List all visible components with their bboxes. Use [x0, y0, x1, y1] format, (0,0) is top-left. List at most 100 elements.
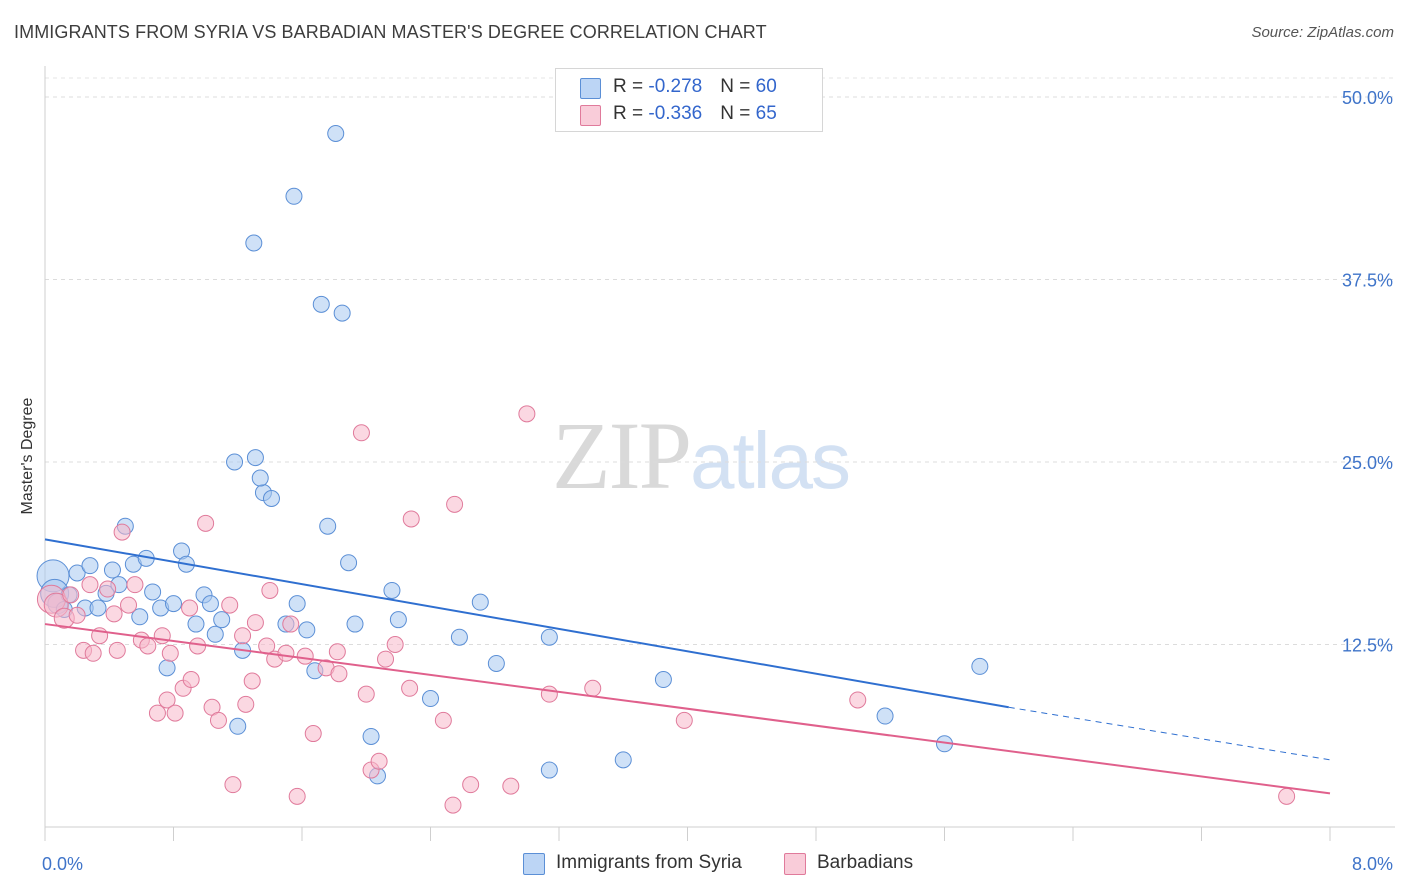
syria-point	[471, 593, 489, 611]
syria-trend-line	[44, 538, 1009, 709]
legend-swatch-barbadians	[580, 105, 601, 126]
barbadians-point	[330, 665, 348, 683]
syria-point	[333, 304, 351, 322]
syria-point	[131, 608, 149, 626]
barbadians-point	[402, 510, 420, 528]
barbadians-point	[224, 776, 242, 794]
legend-r-value: -0.278	[648, 76, 703, 97]
y-tick-label: 50.0%	[1342, 88, 1393, 108]
syria-point	[187, 615, 205, 633]
legend-r-label: R =	[613, 103, 649, 124]
barbadians-point	[401, 679, 419, 697]
bottom-legend-label-barbadians: Barbadians	[817, 852, 914, 873]
syria-point	[540, 761, 558, 779]
barbadians-point	[261, 581, 279, 599]
barbadians-point	[328, 643, 346, 661]
barbadians-point	[209, 711, 227, 729]
barbadians-point	[113, 523, 131, 541]
barbadians-point	[243, 672, 261, 690]
barbadians-point	[108, 641, 126, 659]
syria-trend-extension	[1008, 706, 1331, 761]
syria-point	[229, 717, 247, 735]
barbadians-point	[148, 704, 166, 722]
syria-point	[383, 581, 401, 599]
barbadians-point	[444, 796, 462, 814]
chart-title: IMMIGRANTS FROM SYRIA VS BARBADIAN MASTE…	[14, 22, 767, 42]
syria-point	[340, 554, 358, 572]
source-label: Source: ZipAtlas.com	[1251, 24, 1394, 41]
x-tick-label: 8.0%	[1352, 854, 1393, 874]
syria-point	[327, 125, 345, 142]
barbadians-point	[81, 576, 99, 594]
syria-point	[206, 625, 224, 643]
syria-point	[298, 621, 316, 639]
barbadians-point	[182, 671, 200, 689]
y-tick-label: 37.5%	[1342, 271, 1393, 291]
syria-point	[450, 628, 468, 646]
barbadians-point	[370, 752, 388, 770]
barbadians-point	[99, 580, 117, 598]
syria-point	[319, 517, 337, 535]
barbadians-point	[158, 691, 176, 709]
syria-point	[362, 727, 380, 745]
x-tick-label: 0.0%	[42, 854, 83, 874]
bottom-legend-label-syria: Immigrants from Syria	[556, 852, 742, 873]
legend-r-value: -0.336	[648, 103, 703, 124]
syria-point	[165, 595, 182, 613]
barbadians-point	[462, 776, 480, 794]
barbadians-point	[161, 644, 179, 662]
syria-point	[487, 654, 505, 672]
barbadians-point	[277, 644, 295, 662]
syria-point	[876, 707, 894, 725]
bottom-legend-swatch-barbadians	[784, 853, 806, 875]
syria-point	[285, 187, 303, 205]
barbadians-point	[352, 424, 370, 442]
bottom-legend-swatch-syria	[523, 853, 545, 875]
syria-point	[103, 561, 121, 579]
syria-point	[144, 583, 162, 601]
syria-point	[201, 595, 219, 613]
legend: R = -0.278 N = 60 R = -0.336 N = 65	[555, 68, 823, 132]
legend-r-label: R =	[613, 76, 649, 97]
legend-n-label: N =	[720, 76, 756, 97]
y-tick-label: 12.5%	[1342, 636, 1393, 656]
barbadians-point	[126, 576, 144, 594]
legend-stats-syria: R = -0.278 N = 60	[613, 76, 777, 98]
barbadians-point	[446, 495, 464, 513]
syria-point	[654, 671, 672, 689]
barbadians-point	[120, 596, 138, 614]
barbadians-trend-line	[44, 623, 1331, 795]
syria-point	[226, 453, 244, 471]
barbadians-point	[166, 704, 184, 722]
barbadians-point	[304, 725, 322, 743]
barbadians-point	[502, 777, 520, 795]
syria-point	[262, 490, 280, 507]
syria-point	[614, 751, 632, 769]
barbadians-point	[68, 606, 86, 624]
syria-point	[68, 564, 86, 582]
barbadians-point	[189, 637, 207, 655]
legend-n-value: 60	[755, 76, 777, 97]
syria-point	[312, 295, 330, 313]
syria-point	[346, 615, 364, 633]
barbadians-point	[234, 627, 252, 645]
barbadians-point	[1278, 787, 1296, 805]
barbadians-point	[153, 627, 171, 645]
syria-point	[158, 659, 176, 677]
syria-point	[81, 557, 99, 575]
syria-point	[971, 657, 989, 675]
y-tick-label: 25.0%	[1342, 453, 1393, 473]
barbadians-point	[282, 615, 300, 633]
barbadians-point	[584, 679, 602, 697]
syria-point	[251, 469, 269, 487]
barbadians-point	[288, 787, 306, 805]
barbadians-point	[105, 605, 123, 623]
barbadians-point	[849, 691, 867, 709]
barbadians-point	[221, 596, 239, 614]
syria-point	[89, 599, 107, 617]
barbadians-point	[377, 650, 395, 668]
barbadians-point	[386, 636, 404, 653]
syria-point	[540, 628, 558, 646]
syria-point	[246, 449, 264, 467]
legend-swatch-syria	[580, 78, 601, 99]
